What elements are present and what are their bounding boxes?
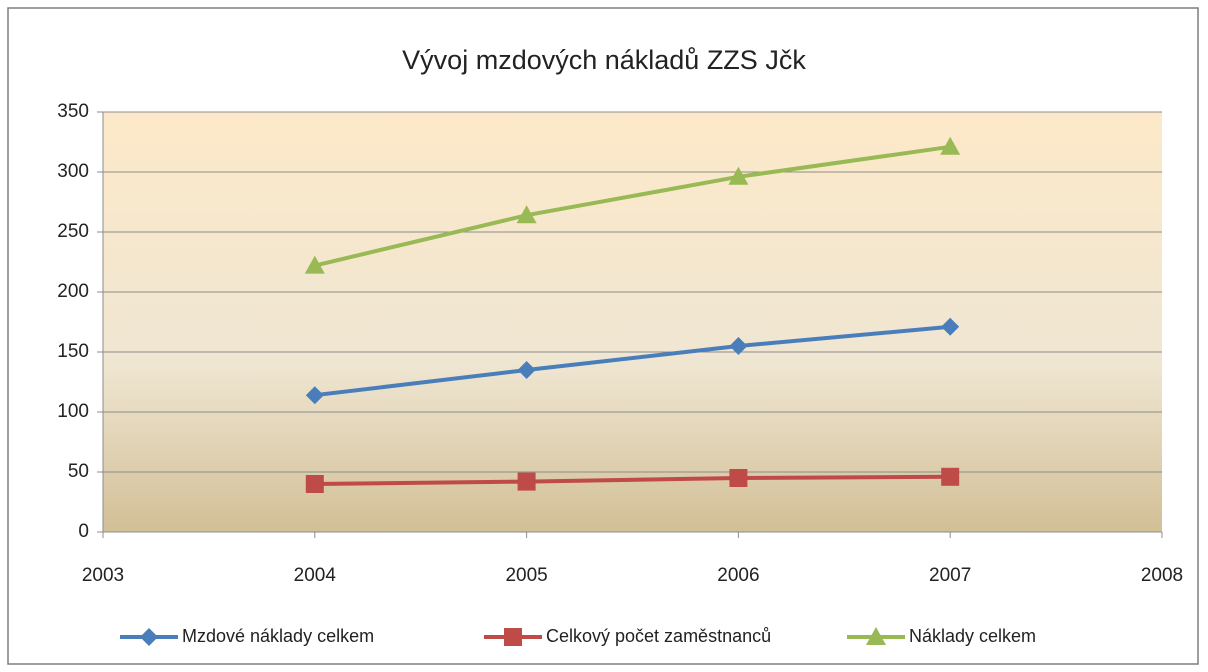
x-tick-label: 2003 xyxy=(82,565,124,586)
series-line xyxy=(314,144,951,268)
marker xyxy=(504,628,522,646)
marker xyxy=(866,627,886,645)
marker xyxy=(941,317,960,336)
x-tick-label: 2007 xyxy=(929,565,971,586)
marker xyxy=(941,467,960,486)
legend-label: Mzdové náklady celkem xyxy=(182,626,374,646)
y-tick-label: 200 xyxy=(57,281,89,302)
marker xyxy=(940,136,961,155)
marker xyxy=(305,386,324,405)
marker xyxy=(140,628,158,646)
chart-title: Vývoj mzdových nákladů ZZS Jčk xyxy=(402,45,806,75)
y-tick-label: 300 xyxy=(57,161,89,182)
marker xyxy=(517,361,536,379)
marker xyxy=(729,337,748,355)
y-tick-label: 350 xyxy=(57,101,89,122)
legend-label: Náklady celkem xyxy=(909,626,1036,646)
x-tick-label: 2004 xyxy=(294,565,337,586)
y-tick-label: 150 xyxy=(57,341,89,362)
plot-area xyxy=(103,112,1162,532)
x-tick-label: 2005 xyxy=(505,565,547,586)
series-line xyxy=(314,474,951,486)
x-tick-label: 2006 xyxy=(717,565,759,586)
marker xyxy=(729,469,748,487)
legend-label: Celkový počet zaměstnanců xyxy=(546,626,771,646)
y-tick-label: 50 xyxy=(68,461,89,482)
y-tick-label: 100 xyxy=(57,401,89,422)
marker xyxy=(304,255,325,274)
marker xyxy=(305,475,324,493)
x-tick-label: 2008 xyxy=(1141,565,1183,586)
y-tick-label: 250 xyxy=(57,221,89,242)
y-tick-label: 0 xyxy=(78,521,89,542)
marker xyxy=(516,205,537,224)
series-line xyxy=(314,324,951,398)
marker xyxy=(728,166,749,185)
marker xyxy=(517,472,536,491)
